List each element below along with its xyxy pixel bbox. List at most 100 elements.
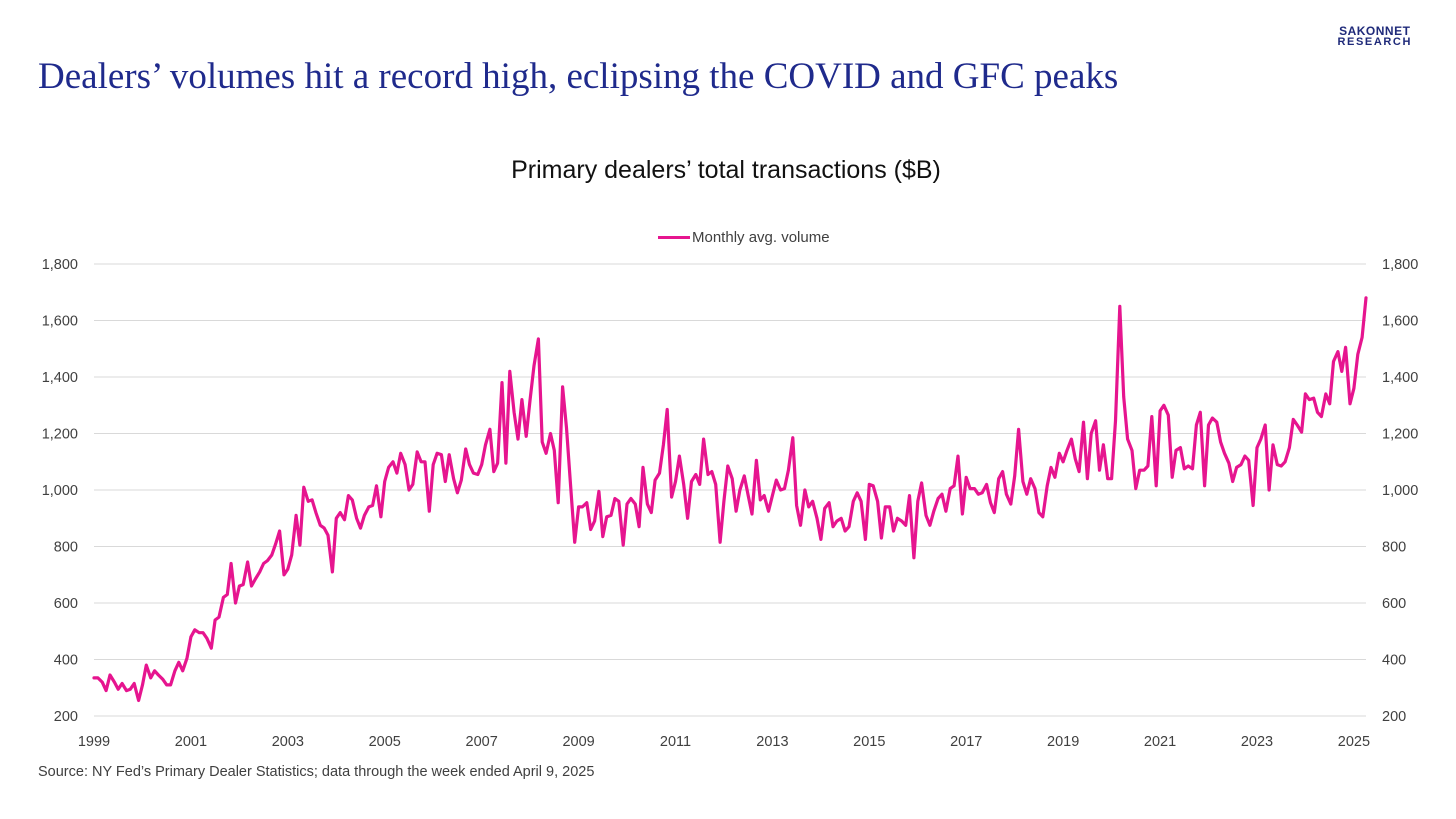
- data-point: [896, 517, 899, 520]
- data-point: [755, 459, 758, 462]
- data-point: [93, 677, 95, 679]
- data-point: [387, 466, 390, 469]
- data-point: [553, 449, 556, 452]
- y-tick-label-left: 1,600: [42, 314, 78, 330]
- data-point: [1296, 424, 1298, 426]
- data-point: [731, 477, 733, 480]
- data-point: [913, 557, 915, 559]
- data-point: [638, 525, 640, 528]
- y-tick-label-left: 200: [54, 709, 78, 725]
- y-tick-label-left: 800: [54, 540, 78, 556]
- data-point: [711, 470, 713, 473]
- data-point: [719, 541, 721, 544]
- data-point: [408, 489, 410, 491]
- data-point: [977, 493, 980, 496]
- data-point: [1143, 469, 1145, 472]
- data-point: [1256, 446, 1258, 449]
- data-point: [295, 514, 297, 517]
- data-point: [577, 506, 580, 508]
- data-point: [557, 501, 559, 504]
- data-point: [961, 513, 964, 515]
- data-point: [1280, 465, 1282, 467]
- data-point: [856, 492, 858, 494]
- data-point: [1179, 446, 1182, 449]
- data-point: [569, 480, 572, 483]
- data-point: [650, 511, 653, 514]
- data-point: [698, 483, 701, 486]
- chart-legend: Monthly avg. volume: [658, 229, 830, 246]
- y-tick-label-left: 1,000: [42, 483, 78, 499]
- data-point: [1240, 463, 1242, 466]
- data-point: [484, 444, 487, 446]
- y-tick-label-right: 1,600: [1382, 314, 1418, 330]
- data-point: [440, 453, 443, 456]
- data-point: [505, 462, 507, 465]
- x-tick-label: 2015: [853, 734, 885, 750]
- data-point: [477, 473, 479, 476]
- data-point: [101, 681, 103, 683]
- data-point: [1183, 468, 1186, 470]
- data-point: [496, 462, 499, 465]
- data-point: [1017, 428, 1020, 431]
- legend-label: Monthly avg. volume: [692, 229, 830, 246]
- data-point: [1357, 353, 1359, 356]
- data-point: [1005, 493, 1008, 496]
- data-point: [743, 475, 746, 477]
- data-point: [262, 562, 265, 565]
- data-point: [1131, 449, 1133, 452]
- data-point: [1292, 418, 1295, 421]
- data-point: [666, 408, 668, 411]
- data-point: [456, 492, 459, 494]
- data-point: [525, 435, 527, 438]
- data-point: [242, 583, 244, 586]
- data-point: [969, 487, 971, 490]
- data-point: [529, 398, 531, 401]
- data-point: [1110, 477, 1113, 480]
- data-point: [771, 494, 774, 497]
- data-point: [816, 517, 818, 520]
- data-point: [178, 661, 180, 664]
- data-point: [852, 500, 855, 503]
- data-point: [751, 513, 753, 515]
- data-point: [1219, 441, 1222, 443]
- data-point: [416, 451, 419, 453]
- y-tick-label-left: 1,400: [42, 370, 78, 386]
- data-point: [828, 501, 830, 504]
- data-point: [1284, 461, 1286, 463]
- data-point: [545, 452, 547, 455]
- data-point: [573, 541, 576, 544]
- data-point: [327, 534, 329, 536]
- data-point: [670, 496, 673, 498]
- y-tick-label-left: 400: [54, 653, 78, 669]
- data-point: [1361, 336, 1363, 339]
- data-point: [1216, 421, 1218, 424]
- data-point: [1325, 393, 1327, 395]
- data-point: [807, 506, 810, 508]
- data-point: [278, 530, 281, 532]
- data-point: [399, 452, 402, 455]
- data-point: [949, 487, 951, 490]
- data-point: [1199, 411, 1202, 414]
- slide-headline: Dealers’ volumes hit a record high, ecli…: [38, 56, 1119, 97]
- data-point: [1163, 404, 1165, 407]
- data-point: [622, 544, 624, 546]
- data-point: [848, 525, 850, 528]
- data-point: [614, 497, 616, 500]
- data-point: [593, 520, 596, 522]
- data-point: [162, 678, 164, 681]
- data-point: [230, 562, 232, 565]
- data-point: [1082, 421, 1085, 424]
- data-point: [779, 489, 782, 491]
- data-point: [97, 677, 99, 679]
- data-point: [271, 554, 273, 556]
- data-point: [1013, 475, 1016, 477]
- data-point: [339, 511, 342, 514]
- data-point: [836, 520, 838, 522]
- data-point: [319, 524, 322, 527]
- data-point: [1171, 476, 1173, 479]
- data-point: [1235, 466, 1238, 469]
- y-tick-label-left: 600: [54, 596, 78, 612]
- data-point: [981, 492, 983, 494]
- data-point: [925, 514, 927, 517]
- x-tick-label: 2001: [175, 734, 207, 750]
